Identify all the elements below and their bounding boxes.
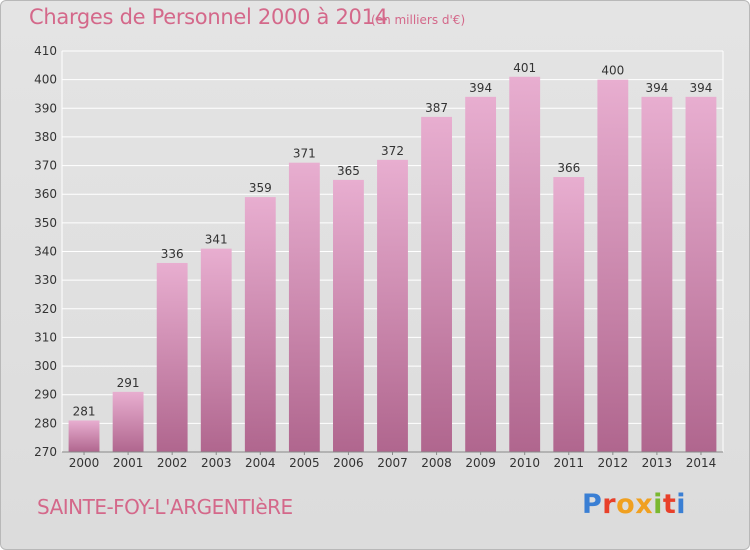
x-tick-label: 2000 xyxy=(69,456,100,470)
data-label: 394 xyxy=(690,81,713,95)
commune-name: SAINTE-FOY-L'ARGENTIèRE xyxy=(37,495,293,519)
y-tick-label: 410 xyxy=(34,44,57,58)
axis-layer: 270 280 290 300 310 320 330 340 350 360 370 380 390 4… xyxy=(34,44,723,470)
y-tick-label: 400 xyxy=(34,73,57,87)
x-tick-label: 2014 xyxy=(686,456,717,470)
bar xyxy=(68,420,100,452)
logo-letter: t xyxy=(662,489,677,520)
chart-subtitle: (en milliers d'€) xyxy=(371,13,466,27)
y-tick-label: 370 xyxy=(34,159,57,173)
logo-letter: r xyxy=(602,489,617,520)
bar xyxy=(421,116,452,452)
x-tick-label: 2006 xyxy=(333,456,364,470)
x-tick-label: 2010 xyxy=(509,456,540,470)
bar xyxy=(244,197,276,452)
bar xyxy=(641,96,673,452)
bar xyxy=(288,162,320,452)
proxiti-logo: Proxiti xyxy=(582,489,686,520)
logo-letter: i xyxy=(653,489,663,520)
x-tick-label: 2011 xyxy=(553,456,584,470)
logo-letter: i xyxy=(676,489,687,520)
data-label: 400 xyxy=(601,64,624,78)
data-label: 281 xyxy=(73,404,96,418)
bar xyxy=(333,179,364,452)
data-label: 394 xyxy=(469,81,492,95)
x-tick-label: 2009 xyxy=(465,456,496,470)
bar xyxy=(377,159,408,453)
data-label: 291 xyxy=(117,376,140,390)
y-tick-label: 340 xyxy=(34,245,57,259)
chart-title: Charges de Personnel 2000 à 2014 xyxy=(29,5,388,29)
data-label: 365 xyxy=(337,164,360,178)
y-tick-label: 330 xyxy=(34,273,57,287)
logo-letter: x xyxy=(635,489,654,520)
y-tick-label: 380 xyxy=(34,130,57,144)
data-label: 401 xyxy=(513,61,536,75)
bar xyxy=(597,79,629,453)
y-tick-label: 390 xyxy=(34,101,57,115)
bar xyxy=(112,391,144,452)
bar xyxy=(156,262,188,452)
x-tick-label: 2007 xyxy=(377,456,408,470)
bar xyxy=(200,248,232,452)
data-label: 387 xyxy=(425,101,448,115)
x-tick-label: 2008 xyxy=(421,456,452,470)
bar xyxy=(465,96,497,452)
x-tick-label: 2003 xyxy=(201,456,232,470)
logo-letter: o xyxy=(616,489,636,520)
data-label: 336 xyxy=(161,247,184,261)
labels-layer: 281 291 336 341 359 371 365 372 387 394 401 366 400 3… xyxy=(73,61,713,419)
x-tick-label: 2012 xyxy=(598,456,629,470)
y-tick-label: 320 xyxy=(34,302,57,316)
x-tick-label: 2005 xyxy=(289,456,320,470)
bar xyxy=(509,76,541,453)
y-tick-label: 270 xyxy=(34,445,57,459)
bars-layer xyxy=(68,76,717,453)
data-label: 359 xyxy=(249,181,272,195)
y-tick-label: 290 xyxy=(34,388,57,402)
x-tick-label: 2013 xyxy=(642,456,673,470)
data-label: 394 xyxy=(645,81,668,95)
bar xyxy=(553,177,585,452)
y-tick-label: 360 xyxy=(34,187,57,201)
x-tick-label: 2004 xyxy=(245,456,276,470)
data-label: 371 xyxy=(293,147,316,161)
y-tick-label: 350 xyxy=(34,216,57,230)
y-tick-label: 310 xyxy=(34,330,57,344)
data-label: 366 xyxy=(557,161,580,175)
x-tick-label: 2001 xyxy=(113,456,144,470)
data-label: 341 xyxy=(205,233,228,247)
x-tick-label: 2002 xyxy=(157,456,188,470)
y-tick-label: 300 xyxy=(34,359,57,373)
logo-letter: P xyxy=(582,489,603,520)
y-tick-label: 280 xyxy=(34,416,57,430)
data-label: 372 xyxy=(381,144,404,158)
bar xyxy=(685,96,717,452)
